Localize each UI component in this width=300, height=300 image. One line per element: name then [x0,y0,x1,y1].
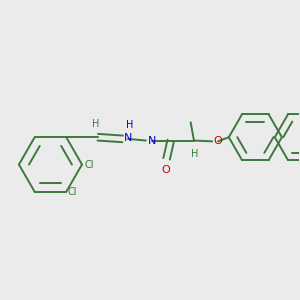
Text: O: O [161,165,170,176]
Text: O: O [214,136,223,146]
Text: H: H [191,149,199,159]
Text: Cl: Cl [85,160,94,170]
Text: Cl: Cl [67,187,76,197]
Text: N: N [148,136,156,146]
Text: H: H [126,120,134,130]
Text: N: N [124,133,133,143]
Text: H: H [92,119,99,129]
